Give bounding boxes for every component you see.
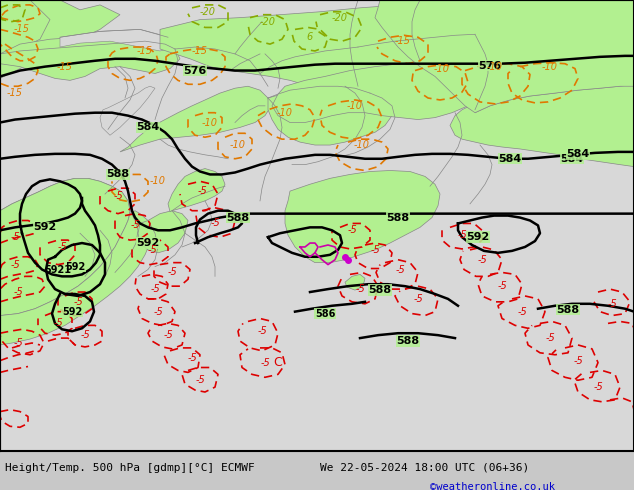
Text: -15: -15: [57, 62, 73, 72]
Polygon shape: [0, 211, 152, 345]
Text: -5: -5: [130, 220, 140, 230]
Text: -5: -5: [153, 307, 163, 317]
Text: -10: -10: [150, 176, 166, 186]
Polygon shape: [0, 0, 120, 78]
Text: -10: -10: [434, 64, 450, 74]
Text: -5: -5: [150, 284, 160, 294]
Polygon shape: [285, 171, 440, 263]
Text: 5921: 5921: [44, 265, 72, 274]
Text: -10: -10: [277, 108, 293, 118]
Text: 584: 584: [136, 122, 160, 132]
Text: Height/Temp. 500 hPa [gdmp][°C] ECMWF: Height/Temp. 500 hPa [gdmp][°C] ECMWF: [5, 463, 255, 472]
Text: -5: -5: [607, 299, 617, 309]
Text: 586: 586: [315, 309, 335, 318]
Text: -5: -5: [13, 287, 23, 297]
Polygon shape: [232, 24, 270, 64]
Text: -15: -15: [14, 24, 30, 34]
Text: -10: -10: [230, 140, 246, 150]
Text: -20: -20: [332, 13, 348, 23]
Polygon shape: [60, 29, 175, 51]
Text: 588: 588: [368, 285, 392, 295]
Text: -5: -5: [73, 297, 83, 307]
Text: -5: -5: [370, 245, 380, 255]
Text: 592: 592: [467, 232, 489, 242]
Text: -5: -5: [347, 225, 357, 235]
Text: 588: 588: [557, 305, 579, 315]
Text: -5: -5: [13, 338, 23, 348]
Text: -5: -5: [10, 232, 20, 242]
Polygon shape: [375, 0, 634, 113]
Text: -5: -5: [457, 230, 467, 240]
Text: -10: -10: [347, 101, 363, 111]
Text: -5: -5: [413, 294, 423, 304]
Text: -5: -5: [593, 382, 603, 392]
Text: -5: -5: [10, 260, 20, 270]
Text: -5: -5: [517, 307, 527, 317]
Text: 576: 576: [479, 61, 501, 71]
Text: -15: -15: [192, 46, 208, 56]
Text: -5: -5: [163, 330, 173, 340]
Text: -5: -5: [260, 358, 270, 368]
Text: C: C: [274, 356, 282, 369]
Text: ©weatheronline.co.uk: ©weatheronline.co.uk: [430, 482, 555, 490]
Polygon shape: [268, 86, 395, 145]
Text: 588: 588: [387, 213, 410, 222]
Text: 588: 588: [226, 213, 250, 222]
Polygon shape: [0, 34, 180, 80]
Polygon shape: [0, 178, 130, 245]
Text: 584: 584: [566, 149, 590, 159]
Text: -10: -10: [542, 62, 558, 72]
Polygon shape: [160, 0, 634, 86]
Text: -5: -5: [395, 265, 405, 274]
Polygon shape: [138, 211, 188, 253]
Text: -5: -5: [57, 242, 67, 252]
Text: -5: -5: [497, 281, 507, 291]
Text: -5: -5: [573, 356, 583, 366]
Polygon shape: [100, 86, 155, 135]
Text: 588: 588: [107, 170, 129, 179]
Polygon shape: [402, 196, 634, 451]
Text: -20: -20: [200, 7, 216, 17]
Polygon shape: [0, 178, 130, 316]
Text: -5: -5: [80, 330, 90, 340]
Text: -15: -15: [7, 88, 23, 98]
Text: -5: -5: [195, 375, 205, 385]
Polygon shape: [0, 316, 634, 451]
Text: -15: -15: [137, 46, 153, 56]
Text: 592: 592: [136, 238, 160, 248]
Text: -5: -5: [477, 255, 487, 265]
Text: 584: 584: [560, 154, 584, 164]
Text: -15: -15: [395, 36, 411, 46]
Text: -10: -10: [202, 118, 218, 127]
Text: -5: -5: [53, 318, 63, 328]
Text: We 22-05-2024 18:00 UTC (06+36): We 22-05-2024 18:00 UTC (06+36): [320, 463, 529, 472]
Text: -5: -5: [187, 353, 197, 363]
Polygon shape: [345, 274, 365, 290]
Text: 588: 588: [396, 336, 420, 346]
Text: -5: -5: [147, 245, 157, 255]
Polygon shape: [450, 84, 634, 167]
Polygon shape: [120, 86, 270, 152]
Text: -5: -5: [113, 191, 123, 201]
Text: 576: 576: [183, 66, 207, 75]
Text: -5: -5: [197, 186, 207, 196]
Text: -20: -20: [260, 17, 276, 26]
Text: -10: -10: [487, 62, 503, 72]
Polygon shape: [0, 0, 50, 59]
Text: 592: 592: [34, 222, 56, 232]
Text: 592: 592: [65, 262, 85, 271]
Polygon shape: [272, 59, 492, 122]
Text: 592: 592: [62, 307, 82, 317]
Text: -5: -5: [355, 284, 365, 294]
Text: 6: 6: [307, 32, 313, 42]
Text: -5: -5: [167, 268, 177, 277]
Text: -10: -10: [354, 140, 370, 150]
Text: -5: -5: [210, 219, 220, 228]
Text: -5: -5: [257, 326, 267, 336]
Text: 584: 584: [498, 154, 522, 164]
Text: -5: -5: [545, 333, 555, 343]
Polygon shape: [168, 169, 225, 212]
